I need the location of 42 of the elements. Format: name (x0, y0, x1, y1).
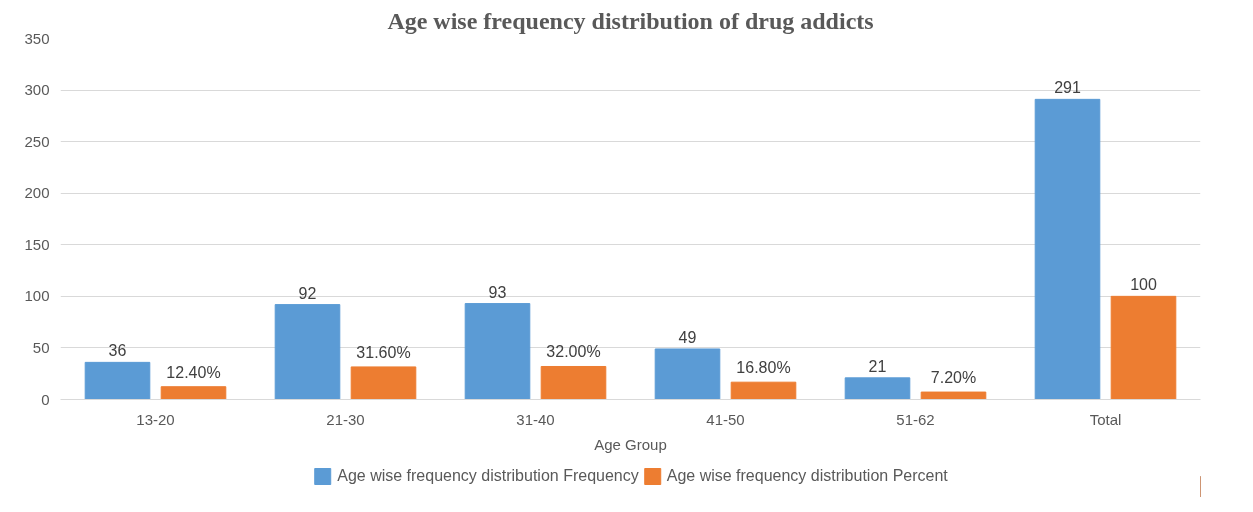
data-label: 7.20% (930, 369, 977, 387)
bar (540, 365, 607, 400)
data-label: 100 (1130, 276, 1157, 294)
y-tick-label: 350 (24, 29, 50, 47)
x-axis-title: Age Group (594, 435, 667, 453)
x-tick-label: 41-50 (706, 410, 745, 428)
legend-label: Age wise frequency distribution Frequency (337, 467, 639, 485)
data-label: 31.60% (356, 343, 411, 361)
bar (730, 381, 797, 400)
bar (1110, 295, 1177, 400)
bar (1034, 98, 1101, 400)
y-tick-label: 150 (24, 235, 50, 253)
bar (84, 361, 151, 400)
data-label: 16.80% (736, 359, 791, 377)
data-label: 21 (868, 357, 887, 375)
x-tick-label: 13-20 (136, 410, 175, 428)
x-tick-label: 31-40 (516, 410, 555, 428)
data-label: 291 (1054, 79, 1081, 97)
y-tick-label: 0 (41, 390, 50, 408)
bar (464, 303, 531, 400)
legend-label: Age wise frequency distribution Percent (666, 467, 948, 485)
x-tick-label: 51-62 (896, 410, 935, 428)
data-label: 93 (488, 283, 507, 301)
bar (920, 391, 987, 400)
x-tick-label: 21-30 (326, 410, 365, 428)
data-label: 12.40% (166, 363, 221, 381)
data-label: 36 (108, 342, 127, 360)
data-label: 32.00% (546, 343, 601, 361)
y-tick-label: 250 (24, 132, 50, 150)
bar (274, 304, 341, 400)
bar (654, 348, 721, 400)
y-tick-label: 50 (32, 338, 50, 356)
bar (844, 377, 911, 400)
chart-title: Age wise frequency distribution of drug addicts (387, 7, 874, 34)
y-tick-label: 200 (24, 184, 50, 202)
y-tick-label: 300 (24, 81, 50, 99)
y-tick-label: 100 (24, 287, 50, 305)
data-label: 49 (678, 328, 697, 346)
bar (160, 386, 227, 400)
x-tick-label: Total (1089, 410, 1122, 428)
data-label: 92 (298, 284, 317, 302)
bar (350, 366, 417, 400)
